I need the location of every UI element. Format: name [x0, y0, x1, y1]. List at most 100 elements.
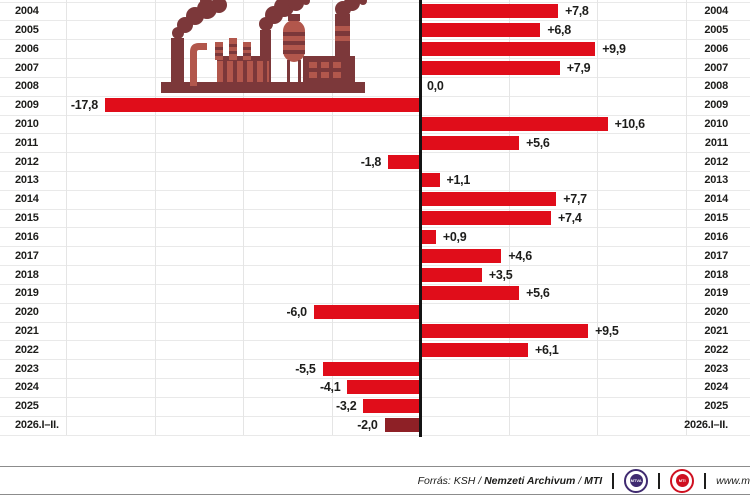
- year-label-left: 2023: [15, 362, 39, 375]
- bar-2021: [420, 324, 589, 338]
- year-label-left: 2015: [15, 212, 39, 224]
- year-label-right: 2016: [704, 230, 728, 243]
- bar-2006: [420, 41, 596, 56]
- bar-2019: [420, 286, 520, 301]
- value-label: -6,0: [286, 305, 307, 320]
- value-label: +7,9: [566, 60, 591, 75]
- horizontal-gridline: [0, 321, 750, 323]
- year-label-right: 2017: [704, 249, 728, 262]
- zero-axis-line: [418, 0, 422, 437]
- value-label: 0,0: [427, 79, 444, 94]
- horizontal-gridline: [0, 133, 750, 135]
- horizontal-gridline: [0, 1, 750, 3]
- year-label-left: 2019: [15, 287, 39, 300]
- value-label: +5,6: [526, 286, 550, 301]
- source-mti: MTI: [584, 474, 603, 487]
- horizontal-gridline: [0, 415, 750, 417]
- year-label-right: 2019: [704, 287, 728, 300]
- horizontal-gridline: [0, 302, 750, 304]
- source-prefix: Forrás: KSH /: [417, 474, 485, 487]
- bar-2011: [420, 135, 520, 150]
- value-label: +6,1: [535, 342, 559, 357]
- year-label-right: 2022: [704, 343, 728, 356]
- bar-2017: [420, 248, 502, 263]
- year-label-left: 2004: [15, 5, 39, 17]
- year-label-right: 2009: [704, 99, 728, 112]
- bar-2016: [420, 229, 436, 244]
- horizontal-gridline: [0, 58, 750, 60]
- value-label: +7,7: [563, 192, 587, 207]
- year-label-right: 2014: [704, 193, 728, 206]
- horizontal-gridline: [0, 265, 750, 267]
- year-label-right: 2021: [704, 325, 728, 337]
- value-label: +5,6: [526, 135, 550, 150]
- value-label: -4,1: [320, 380, 341, 395]
- year-label-left: 2010: [15, 117, 39, 130]
- year-label-left: 2026.I–II.: [15, 419, 59, 432]
- year-label-right: 2025: [704, 400, 728, 413]
- year-label-left: 2006: [15, 42, 39, 55]
- horizontal-gridline: [0, 434, 750, 436]
- year-label-left: 2024: [15, 381, 39, 394]
- horizontal-gridline: [0, 76, 750, 78]
- value-label: +7,8: [565, 4, 589, 18]
- divider: [612, 472, 615, 489]
- value-label: +4,6: [508, 248, 532, 263]
- year-label-left: 2017: [15, 249, 39, 262]
- year-label-right: 2006: [704, 42, 728, 55]
- divider: [658, 472, 661, 489]
- year-label-right: 2007: [704, 61, 728, 74]
- value-label: +9,9: [602, 41, 626, 56]
- year-label-left: 2013: [15, 174, 39, 187]
- horizontal-gridline: [0, 20, 750, 22]
- value-label: -1,8: [360, 154, 382, 169]
- bar-2009: [104, 98, 420, 113]
- year-label-right: 2018: [704, 268, 728, 281]
- bar-2018: [420, 267, 482, 282]
- year-label-left: 2020: [15, 306, 39, 319]
- bar-2013: [420, 173, 440, 188]
- source-separator: /: [575, 474, 585, 487]
- value-label: -17,8: [70, 98, 98, 113]
- horizontal-gridline: [0, 95, 750, 97]
- value-label: +1,1: [446, 173, 471, 188]
- horizontal-gridline: [0, 396, 750, 398]
- bar-2005: [420, 22, 541, 37]
- bar-2012: [388, 154, 420, 169]
- horizontal-gridline: [0, 152, 750, 154]
- year-label-left: 2008: [15, 80, 39, 93]
- source-text: Forrás: KSH / Nemzeti Archivum / MTI: [418, 475, 603, 487]
- value-label: -3,2: [336, 399, 357, 414]
- year-label-left: 2018: [15, 268, 39, 281]
- year-label-left: 2021: [15, 325, 39, 337]
- horizontal-gridline: [0, 208, 750, 210]
- bar-2007: [420, 60, 560, 75]
- horizontal-gridline: [0, 114, 750, 116]
- value-label: +3,5: [488, 267, 513, 282]
- year-label-right: 2015: [704, 212, 728, 224]
- year-label-left: 2022: [15, 343, 39, 356]
- vertical-gridline: [66, 0, 67, 435]
- horizontal-gridline: [0, 39, 750, 41]
- value-label: +6,8: [547, 22, 571, 37]
- year-label-right: 2008: [704, 80, 728, 93]
- value-label: -5,5: [295, 361, 316, 376]
- divider: [704, 472, 707, 489]
- value-label: +7,4: [558, 211, 582, 225]
- year-label-left: 2012: [15, 155, 39, 168]
- value-label: +9,5: [595, 324, 619, 338]
- mtva-logo-icon: MTVA: [624, 468, 649, 493]
- bar-chart: 2004 2004 +7,8 2005 2005 +6,8 2006 2006 +9,9 2007…: [0, 0, 750, 437]
- website-text: www.m: [716, 474, 750, 487]
- mti-logo-icon: MTI: [670, 468, 695, 493]
- bar-2020: [313, 305, 420, 320]
- factory-illustration-icon: [161, 0, 367, 93]
- year-label-right: 2012: [704, 155, 728, 168]
- bar-2023: [322, 361, 420, 376]
- horizontal-gridline: [0, 227, 750, 229]
- year-label-right: 2013: [704, 174, 728, 187]
- bar-2024: [347, 380, 420, 395]
- year-label-right: 2023: [704, 362, 728, 375]
- value-label: +10,6: [614, 116, 645, 131]
- year-label-left: 2007: [15, 61, 39, 74]
